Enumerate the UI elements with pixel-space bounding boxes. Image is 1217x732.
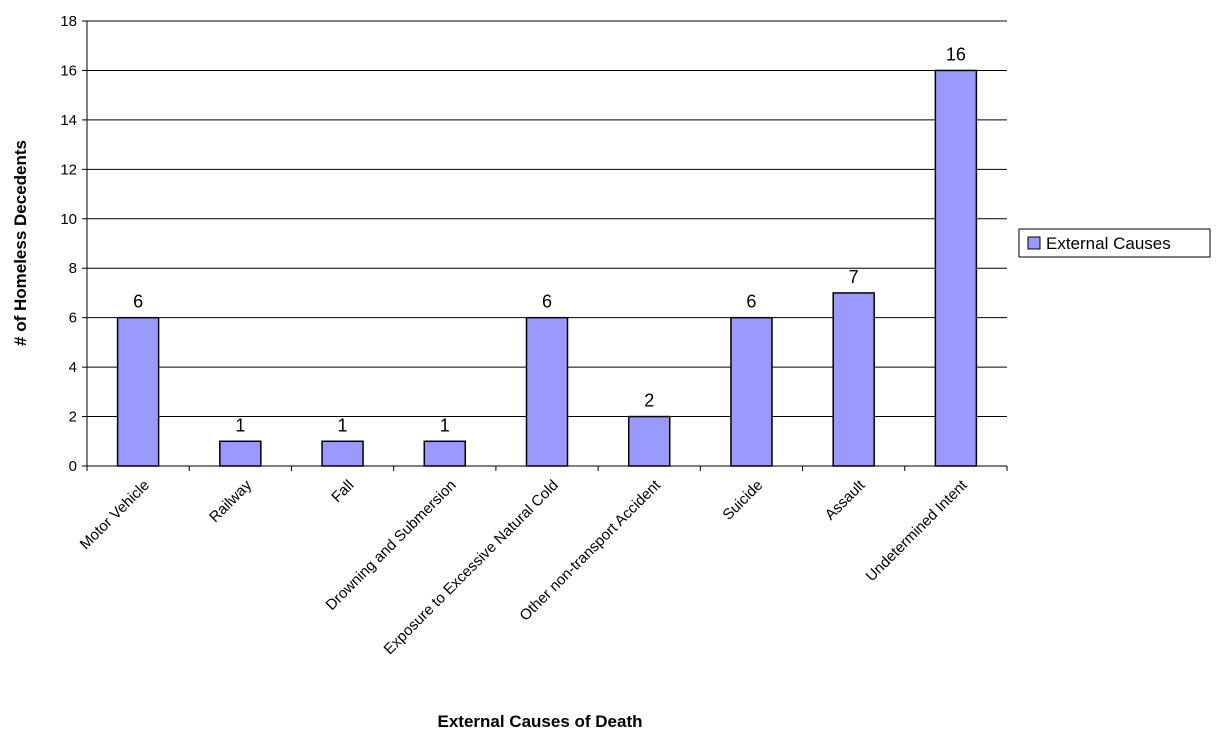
x-axis-title: External Causes of Death — [437, 712, 642, 731]
y-tick-label: 10 — [60, 211, 77, 228]
data-label: 6 — [133, 292, 143, 312]
data-label: 7 — [849, 267, 859, 287]
axes — [82, 20, 1008, 471]
y-tick-label: 6 — [69, 310, 77, 327]
bar — [321, 440, 364, 467]
y-tick-label: 14 — [60, 112, 77, 129]
y-tick-label: 2 — [69, 409, 77, 426]
x-tick-label: Railway — [206, 476, 256, 526]
legend-label: External Causes — [1046, 234, 1171, 253]
data-label: 1 — [338, 415, 348, 435]
x-tick-label: Motor Vehicle — [77, 477, 153, 553]
data-label: 6 — [746, 292, 756, 312]
x-tick-label: Suicide — [719, 477, 766, 524]
y-tick-label: 8 — [69, 260, 77, 277]
data-label: 1 — [235, 415, 245, 435]
gridlines — [87, 20, 1007, 418]
y-tick-label: 0 — [69, 458, 77, 475]
y-tick-label: 18 — [60, 13, 77, 30]
x-tick-label: Exposure to Excessive Natural Cold — [381, 477, 562, 658]
bar — [423, 440, 467, 467]
legend-box — [1018, 228, 1211, 258]
y-tick-label: 16 — [60, 62, 77, 79]
bar — [525, 316, 569, 467]
x-tick-label: Undetermined Intent — [863, 476, 972, 585]
bar — [934, 69, 978, 467]
legend-swatch — [1027, 236, 1041, 250]
data-label: 6 — [542, 292, 552, 312]
y-tick-label: 4 — [69, 359, 77, 376]
bars — [116, 69, 978, 467]
y-tick-labels: 0 2 4 6 8 10 12 14 16 18 — [60, 13, 77, 475]
x-tick-label: Assault — [822, 476, 869, 523]
y-axis-title: # of Homeless Decedents — [11, 140, 30, 346]
data-label: 2 — [644, 391, 654, 411]
y-tick-label: 12 — [60, 161, 77, 178]
data-label: 1 — [440, 415, 450, 435]
bar — [730, 316, 773, 467]
x-tick-label: Fall — [328, 477, 357, 506]
data-label: 16 — [946, 44, 966, 64]
bar — [627, 415, 671, 467]
bar — [219, 440, 262, 467]
bar — [832, 292, 875, 467]
bar — [116, 316, 160, 467]
legend: External Causes — [1018, 228, 1211, 258]
